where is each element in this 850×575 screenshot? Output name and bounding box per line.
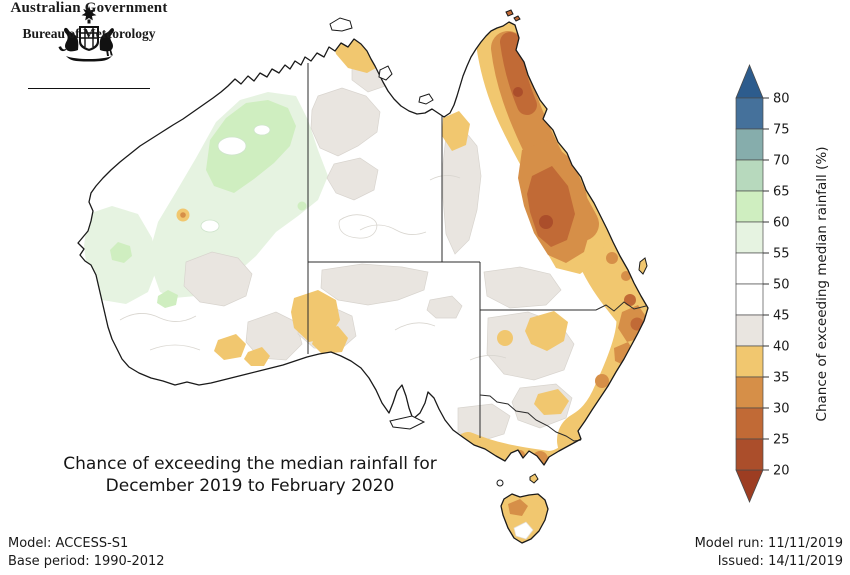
colorbar-segment: [735, 345, 764, 378]
colorbar-tick-label: 60: [773, 216, 790, 231]
footer-model-info: Model: ACCESS-S1 Base period: 1990-2012: [8, 535, 165, 571]
government-label: Australian Government: [10, 0, 168, 16]
colorbar-title: Chance of exceeding median rainfall (%): [814, 147, 830, 422]
colorbar-segment: [735, 407, 764, 440]
colorbar-tick-label: 40: [773, 340, 790, 355]
colorbar-tick-label: 50: [773, 278, 790, 293]
colorbar-tick-label: 80: [773, 92, 790, 107]
colorbar-tick-label: 75: [773, 123, 790, 138]
colorbar-tick-label: 35: [773, 371, 790, 386]
colorbar-tick-label: 45: [773, 309, 790, 324]
colorbar-tick-label: 70: [773, 154, 790, 169]
divider: [28, 88, 150, 89]
scroll-icon: [66, 56, 112, 62]
islands: [329, 9, 648, 487]
state-borders: [307, 63, 647, 442]
base-period-label: Base period: 1990-2012: [8, 554, 165, 569]
kangaroo-icon: [64, 27, 79, 52]
colorbar-segment: [735, 252, 764, 285]
colorbar-segment: [735, 314, 764, 347]
colorbar-arrow-below: [735, 469, 764, 504]
map-caption: Chance of exceeding the median rainfall …: [30, 453, 470, 497]
colorbar-tick-label: 55: [773, 247, 790, 262]
rainfall-contours-green: [84, 92, 361, 308]
colorbar-segment: [735, 190, 764, 223]
colorbar-segment: [735, 97, 764, 130]
model-run-label: Model run: 11/11/2019: [694, 536, 843, 551]
colorbar-segment: [735, 438, 764, 471]
mainland-coastline: [77, 21, 649, 466]
colorbar-segment: [735, 128, 764, 161]
bureau-label: Bureau of Meteorology: [22, 26, 156, 41]
caption-line-2: December 2019 to February 2020: [105, 476, 395, 496]
colorbar-tick-label: 30: [773, 402, 790, 417]
colorbar-tick-label: 20: [773, 464, 790, 479]
caption-line-1: Chance of exceeding the median rainfall …: [63, 454, 437, 474]
colorbar-tick-label: 25: [773, 433, 790, 448]
emu-icon: [99, 28, 114, 52]
colorbar-segment: [735, 283, 764, 316]
agency-wordmark: Australian Government Bureau of Meteorol…: [0, 0, 178, 89]
colorbar-legend: 80 75 70 65 60 55 50 45 40 35 30 25 20 Chance of exce…: [735, 63, 830, 504]
colorbar-segment: [735, 159, 764, 192]
colorbar-tick-label: 65: [773, 185, 790, 200]
colorbar-segment: [735, 221, 764, 254]
footer-run-info: Model run: 11/11/2019 Issued: 14/11/2019: [695, 535, 843, 571]
faint-contour-lines: [119, 175, 507, 361]
issued-label: Issued: 14/11/2019: [717, 554, 843, 569]
model-label: Model: ACCESS-S1: [8, 536, 129, 551]
commonwealth-star-icon: [81, 6, 97, 21]
australian-coat-of-arms-icon: [58, 6, 114, 62]
colorbar-arrow-above: [735, 63, 764, 99]
colorbar-segment: [735, 376, 764, 409]
tasmania: [500, 493, 549, 544]
